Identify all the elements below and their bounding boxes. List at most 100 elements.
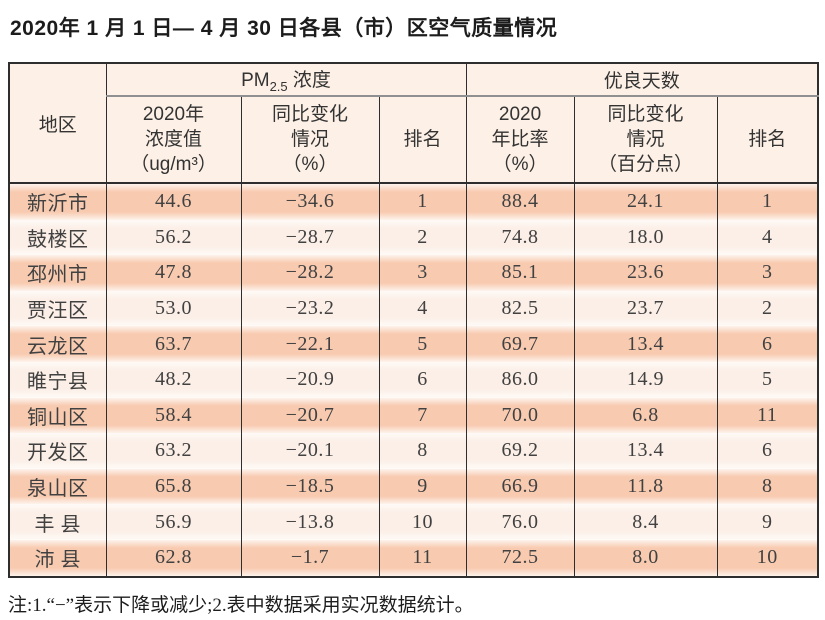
group-header-pm25: PM2.5 浓度 [105, 63, 467, 97]
cell-pm-rank: 3 [378, 255, 467, 291]
cell-good-ratio: 72.5 [465, 539, 575, 577]
sub-header-row: 2020年 浓度值 （ug/m³） 同比变化 情况 （%） 排名 2020 年比… [9, 96, 819, 184]
cell-good-change: 8.4 [573, 504, 718, 540]
cell-good-change: 14.9 [573, 361, 718, 398]
cell-region: 铜山区 [8, 397, 107, 434]
cell-pm-change: −1.7 [240, 539, 380, 577]
cell-pm-change: −28.7 [240, 219, 380, 256]
cell-good-change: 23.6 [573, 255, 718, 291]
cell-good-ratio: 85.1 [465, 255, 575, 291]
pm-label-suffix: 浓度 [287, 70, 331, 91]
cell-good-change: 23.7 [573, 290, 718, 327]
cell-good-ratio: 88.4 [465, 183, 575, 220]
cell-pm-value: 56.9 [105, 504, 242, 540]
col-header-pm-rank: 排名 [378, 96, 467, 184]
cell-good-rank: 9 [716, 504, 819, 540]
group-header-row: 地区 PM2.5 浓度 优良天数 [8, 63, 819, 184]
table-row: 开发区 63.2 −20.1 8 69.2 13.4 6 [8, 433, 819, 469]
group-header-good-days: 优良天数 [465, 63, 819, 97]
cell-good-rank: 3 [716, 255, 819, 291]
col-header-good-rank: 排名 [716, 96, 819, 184]
cell-good-rank: 6 [716, 326, 819, 362]
cell-good-change: 6.8 [573, 397, 718, 434]
cell-pm-value: 65.8 [105, 468, 242, 505]
table-row: 邳州市 47.8 −28.2 3 85.1 23.6 3 [8, 255, 819, 291]
cell-good-rank: 4 [716, 219, 819, 256]
cell-pm-value: 48.2 [105, 361, 242, 398]
table-row: 贾汪区 53.0 −23.2 4 82.5 23.7 2 [8, 290, 819, 327]
page-title: 2020年 1 月 1 日— 4 月 30 日各县（市）区空气质量情况 [10, 17, 558, 40]
cell-pm-change: −20.7 [240, 397, 380, 434]
cell-good-rank: 10 [716, 539, 819, 577]
table-header: 地区 PM2.5 浓度 优良天数 2020年 浓度值 （ug/m³） 同比变化 … [8, 63, 819, 184]
cell-region: 邳州市 [8, 255, 107, 291]
cell-good-ratio: 82.5 [465, 290, 575, 327]
table-body: 新沂市 44.6 −34.6 1 88.4 24.1 1 鼓楼区 56.2 −2… [8, 183, 819, 577]
cell-good-change: 8.0 [573, 539, 718, 577]
cell-pm-change: −28.2 [240, 255, 380, 291]
cell-pm-rank: 5 [378, 326, 467, 362]
cell-good-rank: 8 [716, 468, 819, 505]
col-header-region: 地区 [8, 63, 107, 184]
table-row: 云龙区 63.7 −22.1 5 69.7 13.4 6 [8, 326, 819, 362]
cell-region: 泉山区 [8, 468, 107, 505]
cell-pm-value: 63.2 [105, 433, 242, 469]
table-row: 新沂市 44.6 −34.6 1 88.4 24.1 1 [8, 183, 819, 220]
col-header-good-change: 同比变化 情况 （百分点） [573, 96, 718, 184]
cell-pm-change: −20.9 [240, 361, 380, 398]
cell-good-ratio: 86.0 [465, 361, 575, 398]
table-row: 泉山区 65.8 −18.5 9 66.9 11.8 8 [8, 468, 819, 505]
cell-pm-value: 47.8 [105, 255, 242, 291]
cell-good-rank: 11 [716, 397, 819, 434]
cell-region: 云龙区 [8, 326, 107, 362]
cell-good-rank: 5 [716, 361, 819, 398]
cell-pm-change: −23.2 [240, 290, 380, 327]
col-header-pm-value: 2020年 浓度值 （ug/m³） [105, 96, 242, 184]
cell-good-ratio: 70.0 [465, 397, 575, 434]
cell-pm-rank: 1 [378, 183, 467, 220]
footnote: 注:1.“−”表示下降或减少;2.表中数据采用实况数据统计。 [8, 595, 474, 616]
cell-good-change: 13.4 [573, 433, 718, 469]
cell-good-ratio: 76.0 [465, 504, 575, 540]
cell-region: 鼓楼区 [8, 219, 107, 256]
cell-pm-change: −20.1 [240, 433, 380, 469]
cell-good-rank: 6 [716, 433, 819, 469]
cell-region: 沛 县 [8, 539, 107, 577]
cell-good-change: 13.4 [573, 326, 718, 362]
cell-pm-rank: 2 [378, 219, 467, 256]
cell-good-ratio: 69.7 [465, 326, 575, 362]
cell-pm-change: −13.8 [240, 504, 380, 540]
table-row: 沛 县 62.8 −1.7 11 72.5 8.0 10 [8, 539, 819, 577]
cell-pm-rank: 4 [378, 290, 467, 327]
cell-pm-value: 63.7 [105, 326, 242, 362]
cell-good-rank: 1 [716, 183, 819, 220]
cell-pm-change: −34.6 [240, 183, 380, 220]
cell-good-change: 18.0 [573, 219, 718, 256]
cell-pm-value: 56.2 [105, 219, 242, 256]
cell-good-change: 11.8 [573, 468, 718, 505]
cell-pm-rank: 10 [378, 504, 467, 540]
cell-good-change: 24.1 [573, 183, 718, 220]
cell-pm-change: −22.1 [240, 326, 380, 362]
table-row: 鼓楼区 56.2 −28.7 2 74.8 18.0 4 [8, 219, 819, 256]
cell-pm-rank: 9 [378, 468, 467, 505]
col-header-pm-change: 同比变化 情况 （%） [240, 96, 380, 184]
cell-pm-value: 58.4 [105, 397, 242, 434]
col-header-good-ratio: 2020 年比率 （%） [465, 96, 575, 184]
cell-good-rank: 2 [716, 290, 819, 327]
pm-label-subscript: 2.5 [269, 79, 288, 94]
cell-pm-rank: 11 [378, 539, 467, 577]
cell-region: 丰 县 [8, 504, 107, 540]
cell-good-ratio: 69.2 [465, 433, 575, 469]
cell-pm-rank: 6 [378, 361, 467, 398]
cell-pm-value: 44.6 [105, 183, 242, 220]
table-row: 铜山区 58.4 −20.7 7 70.0 6.8 11 [8, 397, 819, 434]
cell-pm-change: −18.5 [240, 468, 380, 505]
air-quality-table: 地区 PM2.5 浓度 优良天数 2020年 浓度值 （ug/m³） 同比变化 … [8, 62, 820, 578]
table-row: 睢宁县 48.2 −20.9 6 86.0 14.9 5 [8, 361, 819, 398]
cell-region: 开发区 [8, 433, 107, 469]
cell-pm-rank: 7 [378, 397, 467, 434]
cell-pm-rank: 8 [378, 433, 467, 469]
cell-region: 贾汪区 [8, 290, 107, 327]
